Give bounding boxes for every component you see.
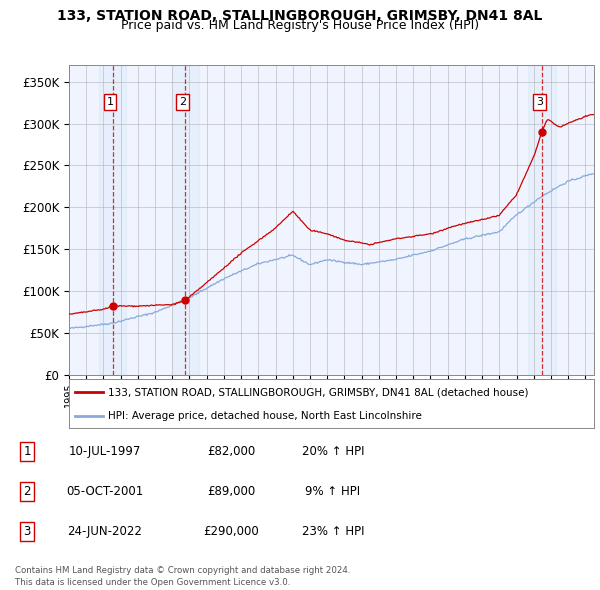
Text: 10-JUL-1997: 10-JUL-1997 <box>69 445 141 458</box>
Text: HPI: Average price, detached house, North East Lincolnshire: HPI: Average price, detached house, Nort… <box>109 411 422 421</box>
Text: 3: 3 <box>536 97 543 107</box>
Text: 20% ↑ HPI: 20% ↑ HPI <box>302 445 364 458</box>
Text: 1: 1 <box>106 97 113 107</box>
Text: 2: 2 <box>179 97 187 107</box>
Text: 05-OCT-2001: 05-OCT-2001 <box>67 485 143 498</box>
Text: 24-JUN-2022: 24-JUN-2022 <box>68 525 142 538</box>
Text: 2: 2 <box>23 485 31 498</box>
Bar <box>99 65 127 375</box>
Text: 133, STATION ROAD, STALLINGBOROUGH, GRIMSBY, DN41 8AL: 133, STATION ROAD, STALLINGBOROUGH, GRIM… <box>58 9 542 23</box>
Bar <box>172 65 199 375</box>
Text: £82,000: £82,000 <box>207 445 255 458</box>
Text: Price paid vs. HM Land Registry's House Price Index (HPI): Price paid vs. HM Land Registry's House … <box>121 19 479 32</box>
Bar <box>528 65 556 375</box>
Text: 1: 1 <box>23 445 31 458</box>
Text: £89,000: £89,000 <box>207 485 255 498</box>
Text: 3: 3 <box>23 525 31 538</box>
Text: £290,000: £290,000 <box>203 525 259 538</box>
Text: 23% ↑ HPI: 23% ↑ HPI <box>302 525 364 538</box>
Text: 9% ↑ HPI: 9% ↑ HPI <box>305 485 361 498</box>
Text: Contains HM Land Registry data © Crown copyright and database right 2024.
This d: Contains HM Land Registry data © Crown c… <box>15 566 350 587</box>
Text: 133, STATION ROAD, STALLINGBOROUGH, GRIMSBY, DN41 8AL (detached house): 133, STATION ROAD, STALLINGBOROUGH, GRIM… <box>109 388 529 398</box>
